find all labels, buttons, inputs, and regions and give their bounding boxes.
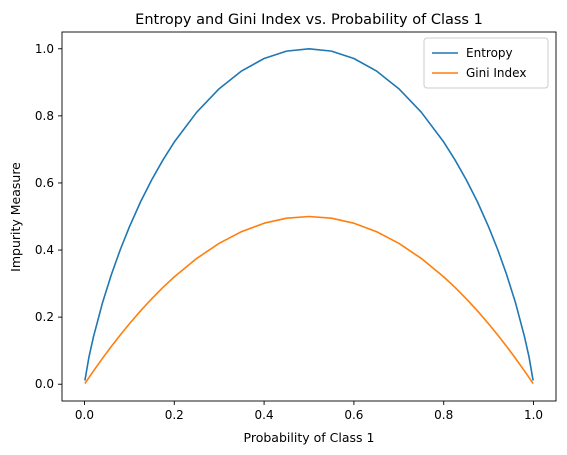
axes-frame [61,31,557,402]
y-tick-label: 1.0 [35,42,54,56]
y-axis-label: Impurity Measure [8,162,23,272]
legend-label: Gini Index [466,66,526,80]
x-axis-label: Probability of Class 1 [244,430,375,445]
x-tick-label: 0.0 [75,408,94,422]
x-tick-label: 0.4 [255,408,274,422]
x-tick-label: 0.2 [165,408,184,422]
legend-box [423,37,549,89]
y-tick-label: 0.0 [35,377,54,391]
series-line-gini-index [84,215,534,385]
series-line-entropy [84,47,534,381]
x-tick-label: 0.6 [344,408,363,422]
x-tick-label: 0.8 [434,408,453,422]
legend: Entropy Gini Index [423,37,549,89]
y-tick-label: 0.2 [35,310,54,324]
y-tick-label: 0.8 [35,109,54,123]
plot-area: 0.0 0.2 0.4 0.6 0.8 1.0 0.0 0.2 0.4 0.6 0.8 1.0 [35,31,557,422]
y-tick-label: 0.4 [35,243,54,257]
x-tick-label: 1.0 [524,408,543,422]
legend-label: Entropy [466,46,513,60]
chart-title: Entropy and Gini Index vs. Probability o… [135,12,483,28]
y-tick-label: 0.6 [35,176,54,190]
